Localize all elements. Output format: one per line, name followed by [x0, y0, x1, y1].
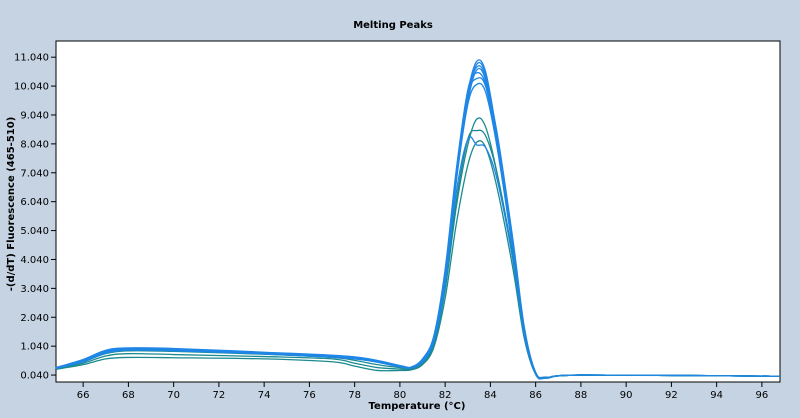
- y-tick-label: 8.040: [20, 139, 49, 150]
- x-tick-label: 68: [122, 390, 135, 401]
- x-tick-label: 80: [394, 390, 407, 401]
- y-tick-label: 6.040: [20, 197, 49, 208]
- x-tick-label: 72: [213, 390, 226, 401]
- chart-title: Melting Peaks: [353, 20, 433, 31]
- y-tick-label: 9.040: [20, 110, 49, 121]
- x-tick-label: 74: [258, 390, 271, 401]
- x-tick-label: 86: [529, 390, 542, 401]
- x-tick-label: 88: [575, 390, 588, 401]
- x-tick-label: 78: [348, 390, 361, 401]
- y-tick-label: 5.040: [20, 226, 49, 237]
- y-tick-label: 3.040: [20, 284, 49, 295]
- y-tick-label: 7.040: [20, 168, 49, 179]
- y-axis-title: -(d/dT) Fluorescence (465-510): [6, 117, 17, 292]
- y-tick-label: 10.040: [14, 82, 49, 93]
- y-tick-label: 2.040: [20, 313, 49, 324]
- y-tick-label: 11.040: [14, 53, 49, 64]
- y-tick-label: 0.040: [20, 371, 49, 382]
- series-line-11: [55, 136, 781, 380]
- x-tick-label: 90: [620, 390, 633, 401]
- x-axis-title: Temperature (°C): [369, 401, 466, 412]
- y-tick-label: 1.040: [20, 342, 49, 353]
- x-tick-label: 76: [303, 390, 316, 401]
- x-tick-label: 66: [77, 390, 90, 401]
- x-tick-label: 82: [439, 390, 452, 401]
- x-axis: 66 68 70 72 74 76 78 80 82 84 86 88 90 92 94 96: [77, 382, 768, 401]
- series-line-5: [55, 71, 781, 379]
- x-tick-label: 84: [484, 390, 497, 401]
- x-tick-label: 96: [756, 390, 769, 401]
- x-tick-label: 70: [167, 390, 180, 401]
- y-axis: 0.040 1.040 2.040 3.040 4.040 5.040 6.040 7.040…: [14, 53, 56, 382]
- x-tick-label: 94: [710, 390, 723, 401]
- series-group: [55, 59, 781, 380]
- y-tick-label: 4.040: [20, 255, 49, 266]
- plot-area: [55, 40, 781, 383]
- x-tick-label: 92: [665, 390, 678, 401]
